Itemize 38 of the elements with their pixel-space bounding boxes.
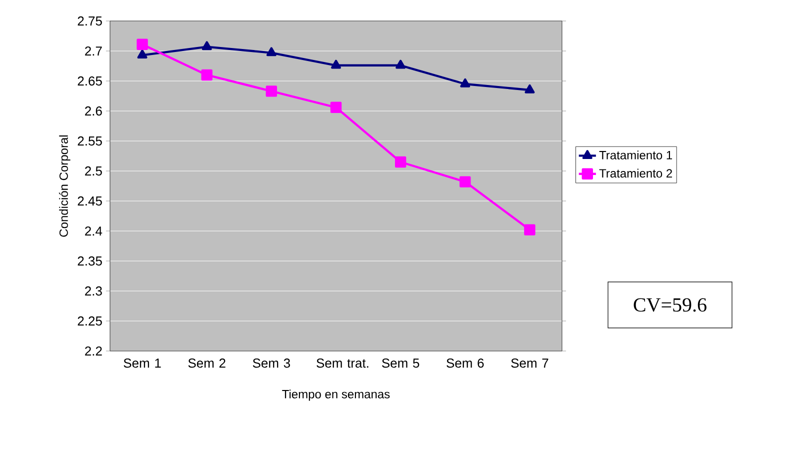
point xyxy=(331,60,341,69)
legend-label: Tratamiento 1 xyxy=(599,150,672,160)
y-tick-label: 2.75 xyxy=(78,16,102,26)
point xyxy=(202,41,212,50)
point xyxy=(524,224,536,236)
point xyxy=(524,84,535,94)
x-tick-label: Sem 3 xyxy=(252,358,290,368)
y-tick-label: 2.5 xyxy=(85,166,102,176)
y-tick-label: 2.3 xyxy=(85,286,102,296)
y-axis-title: Condición Corporal xyxy=(58,135,70,237)
y-tick-label: 2.65 xyxy=(78,76,102,86)
y-tick-label: 2.2 xyxy=(85,346,102,356)
x-tick-label: Sem 1 xyxy=(124,358,161,368)
point xyxy=(266,47,276,56)
point xyxy=(137,50,148,59)
legend-label: Tratamiento 2 xyxy=(599,168,672,178)
point xyxy=(396,60,406,69)
point xyxy=(136,38,148,50)
y-tick-label: 2.55 xyxy=(78,136,102,146)
y-tick-label: 2.4 xyxy=(85,226,102,236)
y-tick-label: 2.7 xyxy=(85,46,102,56)
x-tick-label: Sem 6 xyxy=(446,358,484,368)
x-axis-title: Tiempo en semanas xyxy=(282,390,390,401)
x-tick-label: Sem trat. xyxy=(316,358,368,368)
text: CV=59.6 xyxy=(634,298,706,312)
point xyxy=(394,156,406,168)
point xyxy=(201,69,212,81)
point xyxy=(460,176,471,188)
point xyxy=(266,86,278,97)
point xyxy=(330,102,342,113)
y-tick-label: 2.35 xyxy=(78,256,102,266)
x-tick-label: Sem 5 xyxy=(382,358,420,368)
y-tick-label: 2.6 xyxy=(85,106,102,116)
y-tick-label: 2.45 xyxy=(78,196,102,206)
y-tick-label: 2.25 xyxy=(78,316,102,326)
x-tick-label: Sem 2 xyxy=(188,358,226,368)
point xyxy=(460,78,470,88)
x-tick-label: Sem 7 xyxy=(511,358,548,368)
